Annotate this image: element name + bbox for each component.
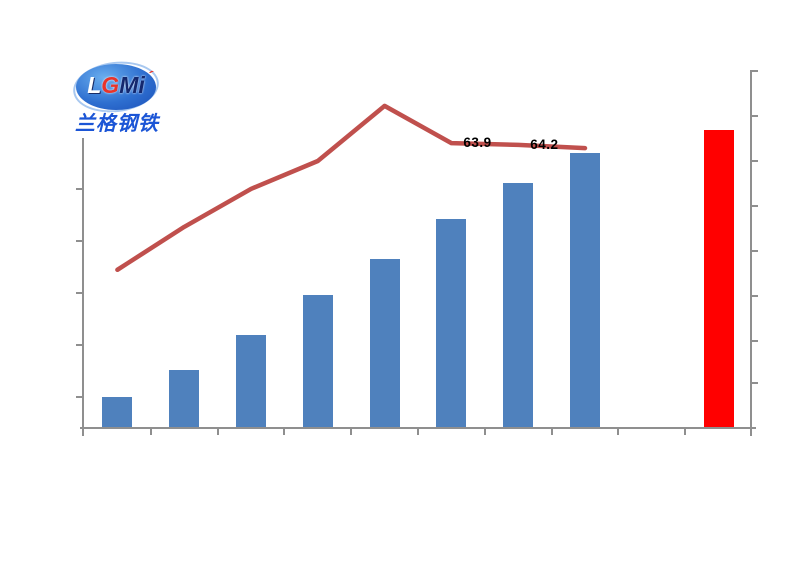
bottom-axis-tick	[216, 427, 219, 435]
right-axis-tick	[751, 115, 758, 117]
bar	[302, 294, 333, 427]
logo-letter: G	[101, 72, 120, 98]
right-axis-tick	[751, 382, 758, 384]
lgmi-logo: LGMi ˊ 兰格钢铁	[70, 56, 162, 138]
bottom-axis-tick	[417, 427, 419, 435]
left-axis-tick	[76, 292, 83, 294]
y-axis-right	[750, 70, 752, 436]
left-axis-tick	[76, 188, 83, 190]
bottom-axis-tick	[483, 427, 486, 435]
bar	[102, 396, 133, 427]
bottom-axis-tick	[149, 427, 152, 435]
bar	[369, 259, 400, 427]
bottom-axis-tick	[617, 427, 620, 435]
y-axis-left	[82, 84, 84, 436]
right-axis-tick	[751, 70, 758, 72]
right-axis-tick	[751, 295, 758, 297]
right-axis-tick	[751, 250, 758, 252]
bottom-axis-tick	[283, 427, 286, 435]
logo-letter: i	[138, 72, 145, 98]
bar	[503, 182, 534, 427]
left-axis-tick	[76, 240, 83, 242]
line-point-label: 64.2	[530, 136, 559, 152]
bar	[570, 153, 600, 427]
logo-letter: M	[119, 72, 139, 98]
bottom-axis-tick	[684, 427, 687, 435]
left-axis-tick	[76, 344, 83, 346]
left-axis-tick	[76, 396, 83, 398]
right-axis-tick	[751, 160, 758, 162]
logo-ellipse-icon	[76, 64, 156, 110]
bar	[169, 370, 200, 427]
highlight-bar	[703, 129, 734, 427]
line-point-label: 63.9	[463, 135, 492, 151]
bottom-axis-tick	[550, 427, 553, 435]
bar	[236, 334, 266, 427]
right-axis-tick	[751, 340, 758, 342]
logo-letter: L	[87, 72, 102, 98]
logo-company-name: 兰格钢铁	[75, 113, 159, 135]
bar	[436, 219, 467, 427]
logo-brand-text: LGMi ˊ	[73, 69, 159, 100]
bottom-axis-tick	[350, 427, 353, 435]
right-axis-tick	[751, 205, 758, 207]
